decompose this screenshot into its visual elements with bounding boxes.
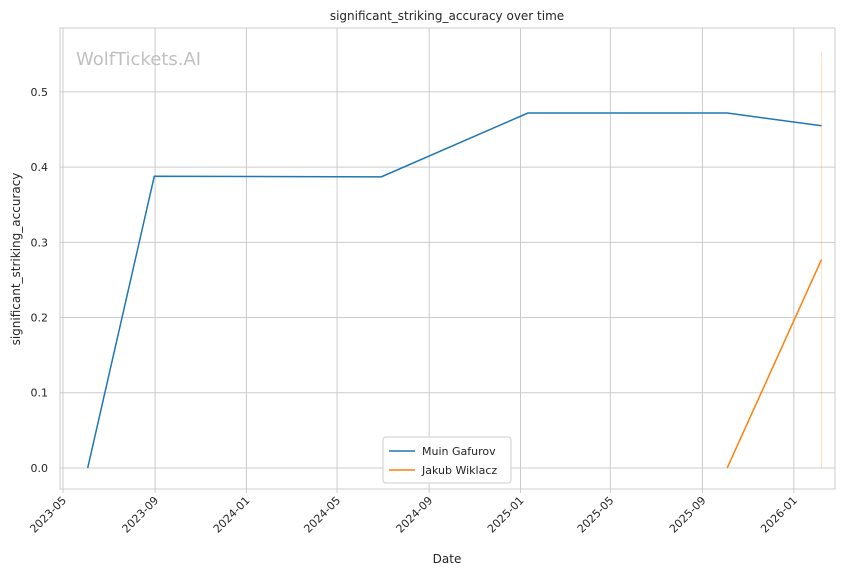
watermark: WolfTickets.AI — [76, 49, 201, 70]
y-tick-label: 0.3 — [31, 236, 49, 249]
y-tick-label: 0.5 — [31, 86, 49, 99]
series-line-jakub-wiklacz — [726, 259, 823, 469]
grid — [60, 28, 835, 493]
x-tick-label: 2025-01 — [485, 494, 527, 536]
y-tick-label: 0.4 — [31, 161, 49, 174]
legend-label-jakub-wiklacz: Jakub Wiklacz — [421, 464, 497, 477]
x-axis-title: Date — [433, 552, 462, 566]
y-axis-title: significant_striking_accuracy — [9, 173, 23, 346]
x-tick-label: 2023-05 — [27, 494, 69, 536]
x-tick-label: 2025-05 — [575, 494, 617, 536]
x-tick-label: 2025-09 — [667, 494, 709, 536]
chart-title: significant_striking_accuracy over time — [330, 9, 564, 23]
x-tick-label: 2023-09 — [120, 494, 162, 536]
x-tick-labels: 2023-05 2023-09 2024-01 2024-05 2024-09 2025-… — [27, 494, 800, 536]
x-tick-label: 2026-01 — [758, 494, 800, 536]
series-layer — [86, 52, 823, 469]
legend: Muin Gafurov Jakub Wiklacz — [382, 436, 512, 484]
y-tick-label: 0.2 — [31, 312, 49, 325]
series-line-muin-gafurov — [86, 112, 822, 469]
legend-label-muin-gafurov: Muin Gafurov — [422, 445, 496, 458]
y-tick-label: 0.0 — [31, 462, 49, 475]
y-tick-label: 0.1 — [31, 387, 49, 400]
y-tick-labels: 0.0 0.1 0.2 0.3 0.4 0.5 — [31, 86, 49, 475]
plot-area — [59, 27, 836, 490]
legend-box — [382, 436, 512, 484]
x-tick-label: 2024-01 — [211, 494, 253, 536]
x-tick-label: 2024-09 — [394, 494, 436, 536]
x-tick-label: 2024-05 — [301, 494, 343, 536]
